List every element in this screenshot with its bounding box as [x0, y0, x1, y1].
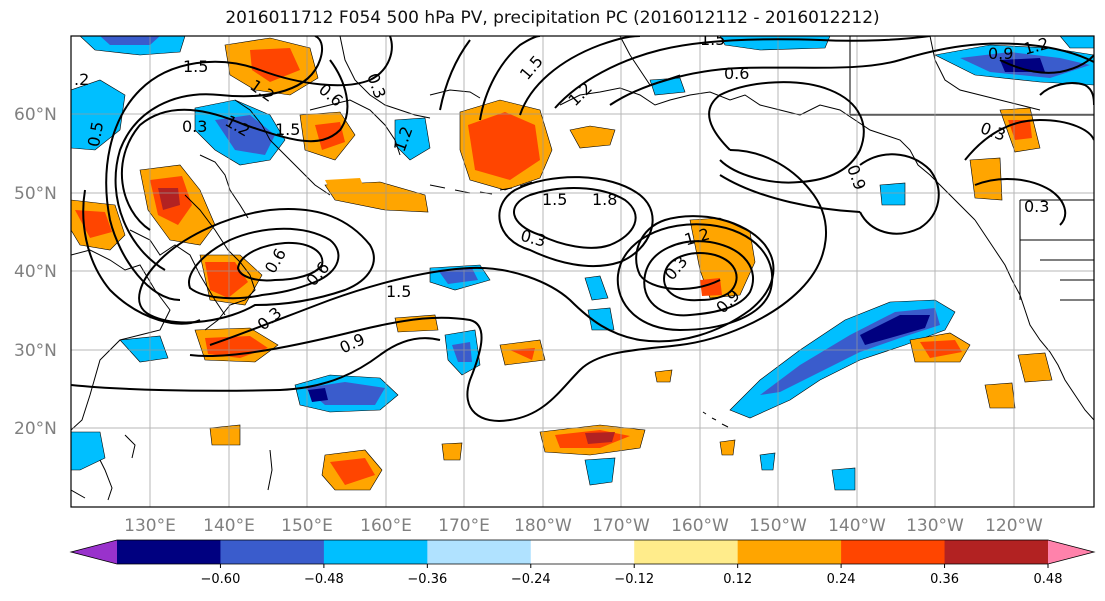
map-title: 2016011712 F054 500 hPa PV, precipitatio… — [225, 8, 880, 28]
contour-label: 0.9 — [988, 44, 1013, 63]
colorbar-tick-label: 0.48 — [1034, 572, 1063, 587]
colorbar-tick-label: 0.36 — [930, 572, 959, 587]
lat-label: 30°N — [14, 341, 57, 361]
colorbar-segment — [737, 540, 842, 564]
lon-label: 160°E — [360, 516, 412, 536]
contour-label: 1.5 — [700, 30, 725, 49]
lat-label: 20°N — [14, 419, 57, 439]
lat-label: 60°N — [14, 105, 57, 125]
colorbar-segment — [323, 540, 428, 564]
lon-label: 160°W — [671, 516, 729, 536]
colorbar-segment — [427, 540, 532, 564]
lon-label: 150°W — [749, 516, 807, 536]
colorbar-segment — [841, 540, 946, 564]
colorbar-tick-label: −0.24 — [511, 572, 551, 587]
contour-label: 1.2 — [1022, 34, 1052, 59]
lon-label: 140°E — [203, 516, 255, 536]
colorbar-segment — [530, 540, 635, 564]
contour-label: 0.3 — [182, 117, 207, 136]
contour-label: 1.8 — [592, 190, 617, 209]
contour-label: 0.5 — [84, 120, 107, 148]
contour-label: 1.5 — [386, 282, 411, 301]
colorbar-segment — [944, 540, 1049, 564]
contour-label: 1.5 — [275, 120, 300, 139]
lat-label: 50°N — [14, 184, 57, 204]
contour-label: 1.5 — [542, 190, 567, 209]
colorbar: −0.60 −0.48 −0.36 −0.24 −0.12 0.12 0.24 0.36 0.4… — [69, 539, 1096, 587]
colorbar-tick-label: −0.36 — [407, 572, 447, 587]
lon-label: 180°W — [514, 516, 572, 536]
contour-label: 0.6 — [724, 64, 749, 83]
colorbar-tick-label: −0.60 — [201, 572, 241, 587]
colorbar-tick-label: 0.12 — [723, 572, 752, 587]
map-frame — [70, 35, 1095, 508]
colorbar-tick-label: −0.12 — [614, 572, 654, 587]
graticule — [71, 36, 1094, 507]
colorbar-tick-label: 0.24 — [827, 572, 856, 587]
lat-label: 40°N — [14, 262, 57, 282]
lon-label: 170°E — [438, 516, 490, 536]
contour-label: .2 — [74, 70, 89, 89]
lon-label: 170°W — [592, 516, 650, 536]
colorbar-segment — [634, 540, 739, 564]
colorbar-segment — [117, 540, 221, 564]
latitude-labels: 60°N 50°N 40°N 30°N 20°N — [14, 105, 57, 439]
colorbar-segment — [220, 540, 325, 564]
colorbar-tick-label: −0.48 — [304, 572, 344, 587]
lon-label: 130°W — [906, 516, 964, 536]
lon-label: 120°W — [985, 516, 1043, 536]
colorbar-extend-low — [71, 540, 117, 564]
longitude-labels: 130°E 140°E 150°E 160°E 170°E 180°W 170°… — [124, 516, 1043, 536]
colorbar-extend-high — [1048, 540, 1094, 564]
lon-label: 150°E — [281, 516, 333, 536]
lon-label: 140°W — [828, 516, 886, 536]
colorbar-outline — [69, 539, 1096, 565]
contour-label: 1.5 — [183, 57, 208, 76]
pv-contours — [71, 36, 1094, 422]
contour-label: 0.3 — [1024, 197, 1049, 216]
lon-label: 130°E — [124, 516, 176, 536]
